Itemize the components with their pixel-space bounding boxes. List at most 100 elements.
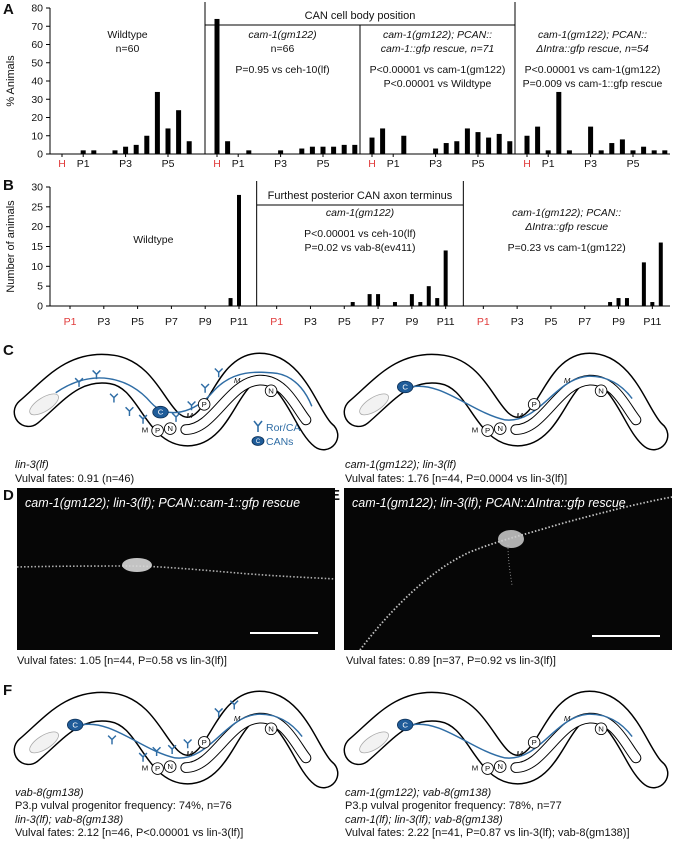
receptor (187, 400, 196, 411)
bar (616, 298, 621, 306)
caption: vab-8(gm138) (15, 787, 84, 799)
y-tick-label: 10 (31, 261, 43, 273)
cell-label: M (186, 411, 193, 420)
cell-label: P (202, 400, 207, 409)
bar (650, 302, 655, 306)
panel-letter: E (330, 487, 340, 504)
can-label: C (402, 382, 408, 391)
group-label: P<0.00001 vs cam-1(gm122) (525, 64, 661, 76)
x-tick-label: P11 (230, 316, 248, 328)
bar (598, 150, 604, 154)
bar (214, 18, 220, 155)
bar (507, 141, 513, 154)
receptor (214, 707, 224, 718)
bar (369, 137, 375, 154)
cell-label: P (155, 764, 160, 773)
vulval-cell (493, 422, 507, 435)
bar (225, 141, 231, 154)
bar (588, 126, 594, 154)
x-tick-label: P11 (643, 316, 661, 328)
panel-letter: B (3, 177, 14, 194)
x-tick-label: P5 (472, 158, 485, 170)
caption: cam-1(gm122); vab-8(gm138) (345, 787, 491, 799)
y-tick-label: 0 (37, 301, 43, 313)
y-tick-label: 60 (31, 39, 43, 51)
vulval-cell (197, 736, 211, 749)
group-label: P=0.23 vs cam-1(gm122) (508, 242, 626, 254)
cell-label: P (485, 426, 490, 435)
bar (112, 150, 118, 154)
cell-body-signal (498, 530, 524, 548)
y-tick-label: 0 (37, 149, 43, 161)
bar (331, 146, 337, 154)
can-cell (396, 718, 414, 732)
vulval-cell (493, 760, 507, 773)
x-tick-label: P3 (97, 316, 110, 328)
bar (496, 133, 502, 154)
bar (641, 146, 647, 154)
x-tick-label: P3 (584, 158, 597, 170)
x-tick-label: P9 (199, 316, 212, 328)
bar (566, 150, 572, 154)
bar (435, 298, 440, 306)
bar (454, 141, 460, 154)
bar (237, 194, 241, 306)
y-tick-label: 15 (31, 241, 43, 253)
caption: Vulval fates: 2.12 [n=46, P<0.00001 vs l… (15, 827, 243, 839)
legend-label: CANs (266, 436, 293, 448)
receptor (200, 383, 210, 393)
bar (545, 150, 551, 154)
can-cell (66, 718, 84, 732)
axon-signal (359, 496, 673, 651)
x-tick-label: P7 (578, 316, 591, 328)
vulval-cell (151, 424, 164, 437)
group-label: ΔIntra::gfp rescue, n=54 (535, 43, 649, 55)
bar (651, 150, 657, 154)
x-tick-label: P7 (372, 316, 385, 328)
y-tick-label: 10 (31, 130, 43, 142)
bar (341, 144, 347, 154)
bar (609, 143, 615, 154)
receptor (171, 412, 181, 422)
x-tick-label: P5 (317, 158, 330, 170)
x-tick-label: P1 (232, 158, 245, 170)
cell-label: P (532, 738, 537, 747)
group-label: Wildtype (107, 29, 147, 41)
x-tick-label: P1 (387, 158, 400, 170)
pharynx (29, 731, 59, 754)
y-tick-label: 80 (31, 3, 43, 15)
group-label: cam-1(gm122); PCAN:: (512, 207, 621, 219)
receptor (138, 752, 148, 762)
cell-label: N (167, 762, 173, 771)
cell-label: M (516, 411, 523, 420)
y-tick-label: 40 (31, 76, 43, 88)
bar (401, 135, 407, 154)
x-tick-label: H (523, 158, 531, 170)
bar (176, 110, 182, 154)
caption: Vulval fates: 1.05 [n=44, P=0.58 vs lin-… (17, 655, 227, 667)
receptor (138, 414, 148, 424)
cell-label: P (202, 738, 207, 747)
group-label: cam-1(gm122) (326, 207, 394, 219)
bar (352, 144, 358, 154)
caption: Vulval fates: 2.22 [n=41, P=0.87 vs lin-… (345, 827, 630, 839)
cell-label: P (485, 764, 490, 773)
x-tick-label: H (213, 158, 221, 170)
bar (278, 150, 284, 154)
bar (376, 294, 381, 306)
micrograph: cam-1(gm122); lin-3(lf); PCAN::cam-1::gf… (16, 488, 336, 650)
x-tick-label: P9 (612, 316, 625, 328)
x-tick-label: P1 (77, 158, 90, 170)
group-label: n=66 (271, 43, 295, 55)
bar (433, 148, 439, 154)
bar (464, 128, 470, 154)
bar (309, 146, 315, 154)
micrograph-background (344, 488, 672, 650)
bar (443, 143, 449, 154)
can-label: C (158, 408, 164, 417)
bar (619, 139, 625, 154)
group-label: P=0.009 vs cam-1::gfp rescue (523, 78, 663, 90)
x-tick-label: P7 (165, 316, 178, 328)
